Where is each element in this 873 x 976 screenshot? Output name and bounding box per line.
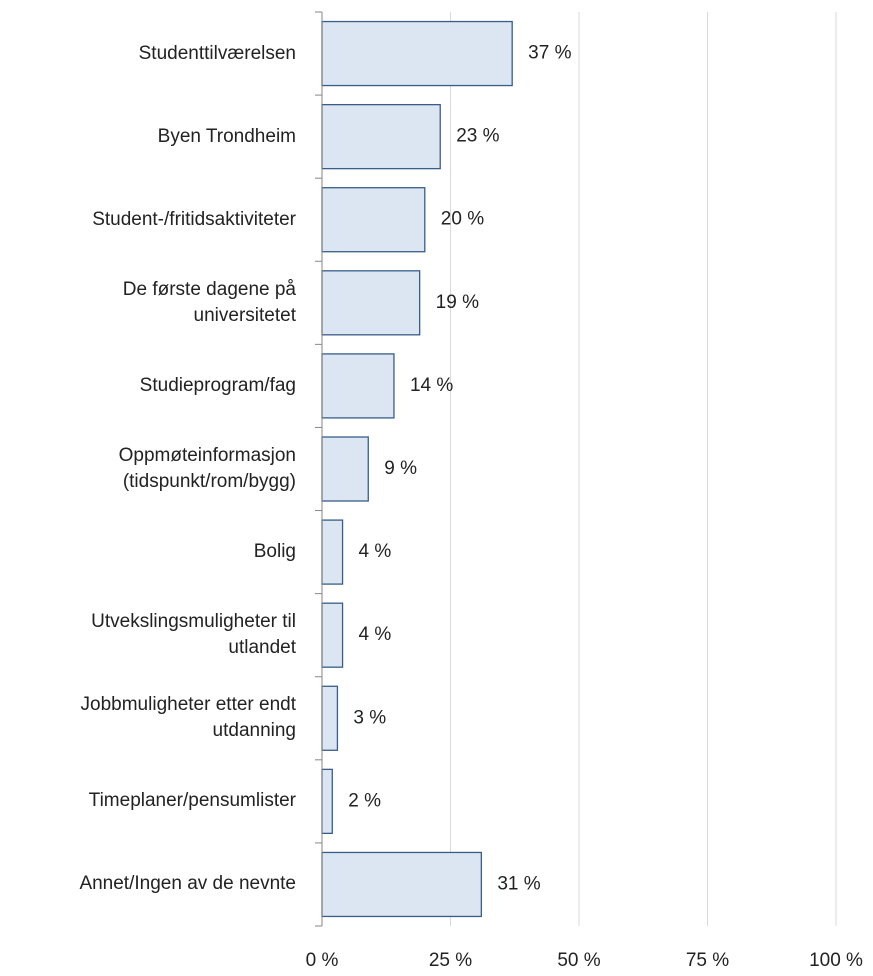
- bar: [321, 187, 426, 253]
- category-label: Byen Trondheim: [157, 125, 296, 147]
- bar: [321, 768, 333, 835]
- bar: [321, 851, 482, 918]
- value-label: 19 %: [436, 292, 479, 313]
- category-label: Jobbmuligheter etter endt utdanning: [80, 694, 296, 742]
- bar: [321, 685, 339, 751]
- value-label: 31 %: [497, 873, 540, 894]
- x-tick-label: 0 %: [306, 950, 339, 971]
- x-tick-label: 50 %: [557, 950, 600, 971]
- bar: [321, 270, 421, 336]
- value-label: 9 %: [384, 458, 417, 479]
- bar: [321, 436, 369, 502]
- value-label: 4 %: [359, 541, 392, 562]
- bar: [321, 103, 441, 170]
- category-label: Oppmøteinformasjon (tidspunkt/rom/bygg): [118, 445, 296, 492]
- value-label: 4 %: [359, 624, 392, 645]
- category-label: Student-/fritidsaktiviteter: [92, 208, 296, 230]
- value-label: 37 %: [528, 43, 571, 64]
- category-label: Bolig: [253, 541, 296, 563]
- bar: [321, 602, 344, 668]
- value-label: 3 %: [353, 707, 386, 728]
- value-label: 23 %: [456, 126, 499, 147]
- category-label: Utvekslingsmuligheter til utlandet: [91, 611, 296, 659]
- category-label: Studenttilværelsen: [138, 42, 296, 64]
- x-tick-label: 75 %: [686, 950, 729, 971]
- category-label: Annet/Ingen av de nevnte: [79, 873, 296, 895]
- category-label: Timeplaner/pensumlister: [88, 790, 296, 812]
- bar: [321, 353, 395, 419]
- value-label: 14 %: [410, 375, 453, 396]
- x-tick-label: 100 %: [809, 950, 863, 971]
- bar: [321, 20, 513, 87]
- category-label: Studieprogram/fag: [139, 374, 296, 396]
- value-label: 2 %: [348, 790, 381, 811]
- bar: [321, 519, 344, 585]
- value-label: 20 %: [441, 209, 484, 230]
- category-label: De første dagene på universitetet: [122, 278, 296, 326]
- x-tick-label: 25 %: [429, 950, 472, 971]
